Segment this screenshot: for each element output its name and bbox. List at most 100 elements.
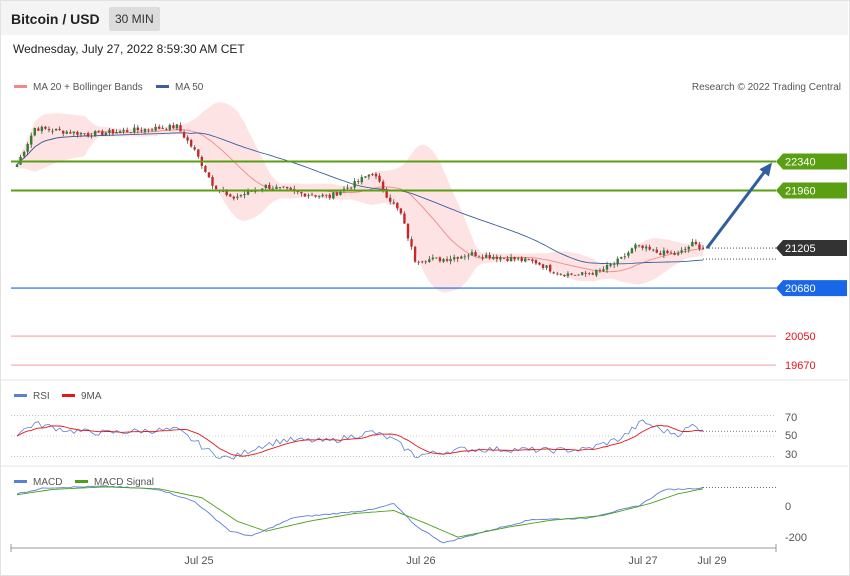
candle [69,129,72,134]
projection-arrowhead [759,162,772,177]
candle [684,246,687,254]
candle [527,258,531,261]
candle [310,192,314,196]
macd-signal-line [16,486,704,538]
candle [115,129,118,134]
candle [143,128,147,134]
level-label: 19670 [785,360,816,372]
candle [104,131,108,136]
candle [58,126,61,131]
candle [698,242,701,251]
candle [538,262,541,266]
candle [410,236,413,250]
level-label: 20680 [785,283,816,295]
candle [125,127,129,133]
rsi-tick-label: 30 [785,449,797,461]
level-label: 22340 [785,157,816,169]
macd-panel [16,485,776,544]
candle [566,271,570,279]
candle [44,125,47,130]
candle [54,128,58,131]
candle [86,131,90,138]
candle [93,130,97,137]
rsi-line [16,419,704,460]
candle [531,258,534,264]
candle [563,274,566,277]
time-tick-label: Jul 29 [697,555,726,567]
candle [37,126,40,131]
candle [83,133,86,136]
candle [79,131,83,138]
last-price-tag [776,240,847,257]
candle [506,255,509,262]
candle [520,256,523,263]
candle [161,125,164,129]
candle [30,132,33,148]
candle [463,254,467,260]
candle [680,247,683,255]
candle [701,245,705,250]
ma50-legend-swatch [156,85,169,88]
candle [577,274,580,276]
candle [328,193,331,200]
rsi-legend-label: RSI [33,391,50,402]
candle [367,174,371,180]
macd-tick-label: 0 [785,501,791,513]
candle [449,255,452,265]
candle [118,129,122,134]
rsi-tick-label: 70 [785,412,797,424]
candle [424,260,427,265]
candle [385,187,388,199]
candle [239,194,243,198]
candle [552,271,555,275]
candle [300,191,303,197]
candle [616,256,619,267]
macd-signal-legend-swatch [75,480,88,483]
projection-arrow [705,167,769,249]
candle [513,256,516,262]
candle [694,239,698,246]
candle [595,269,598,277]
candle [666,249,669,254]
candle [101,129,104,136]
candle [26,142,29,156]
candle [364,176,367,179]
credit-text: Research © 2022 Trading Central [692,82,841,93]
level-label: 21960 [785,186,816,198]
ma50-legend-label: MA 50 [175,82,204,93]
candle [357,178,360,185]
candle [435,257,438,259]
candle [392,199,395,205]
candle [659,250,662,256]
candle [65,130,68,135]
candle [456,256,459,262]
interval-button[interactable]: 30 MIN [109,7,160,31]
candle [559,273,563,276]
candle [691,238,694,247]
candle [648,244,651,251]
candle [154,123,157,132]
candle [186,135,189,144]
candle [467,253,470,260]
candle [588,272,591,276]
candle [524,257,527,263]
macd-legend-swatch [14,480,27,483]
candle [637,244,641,248]
candle [556,271,559,276]
ma50-line [16,132,704,265]
candle [676,250,680,256]
macd-line [16,485,704,544]
candle [236,193,239,201]
candle [204,164,207,173]
candle [314,194,317,198]
macd-signal-legend-label: MACD Signal [94,477,154,488]
candle [602,266,605,272]
candle [644,244,648,252]
candle [492,254,495,260]
candle [378,173,381,183]
candle [150,128,154,132]
candle [108,127,111,136]
candle [122,127,125,134]
candle [62,130,65,137]
